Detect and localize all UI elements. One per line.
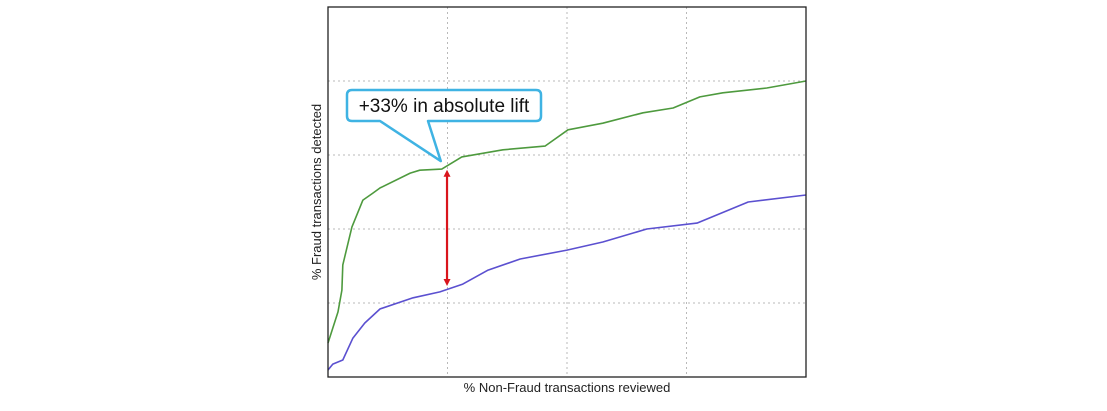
lift-arrow: [443, 169, 451, 286]
callout-text: +33% in absolute lift: [359, 96, 530, 117]
series-group: [327, 80, 807, 371]
grid: [328, 7, 806, 377]
series-line-1: [327, 80, 807, 344]
callout-bubble: [345, 88, 543, 163]
arrow-head-up: [443, 169, 451, 177]
callout: +33% in absolute lift: [345, 88, 543, 163]
series-line-2: [327, 194, 807, 371]
arrow-head-down: [443, 278, 451, 286]
x-axis-label: % Non-Fraud transactions reviewed: [464, 380, 671, 395]
y-axis-label: % Fraud transactions detected: [309, 104, 324, 280]
plot-frame: [327, 6, 807, 378]
